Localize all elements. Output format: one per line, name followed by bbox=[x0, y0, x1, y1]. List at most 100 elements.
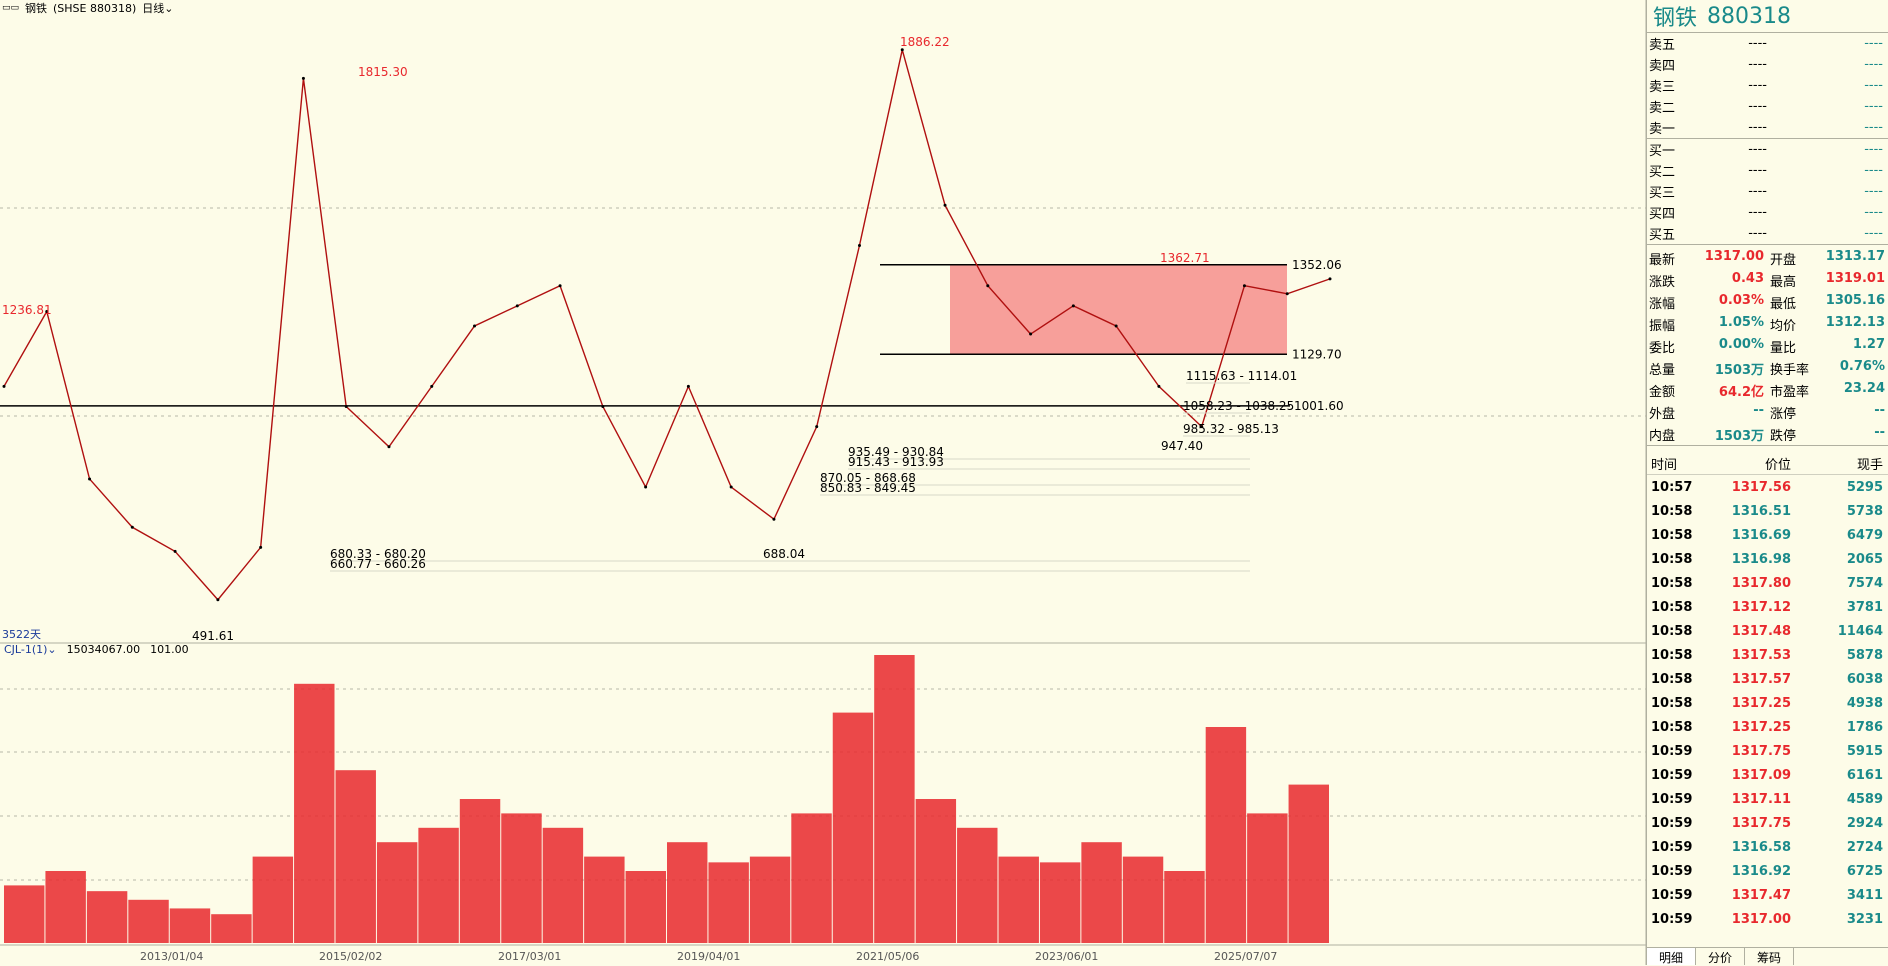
trade-row[interactable]: 10:59 1317.00 3231 bbox=[1647, 907, 1888, 931]
trade-volume: 4589 bbox=[1846, 791, 1883, 807]
price-point bbox=[88, 477, 92, 481]
trade-price: 1317.57 bbox=[1731, 671, 1791, 687]
stat-cell: 涨停 -- bbox=[1768, 403, 1888, 422]
kline-chart[interactable]: 2013/01/04 2015/02/02 2017/03/01 2019/04/01… bbox=[0, 0, 1646, 965]
tab-2[interactable]: 筹码 bbox=[1745, 948, 1795, 965]
zone-label: 915.43 - 913.93 bbox=[848, 455, 944, 469]
trade-row[interactable]: 10:58 1317.57 6038 bbox=[1647, 667, 1888, 691]
volume-bar bbox=[667, 842, 708, 943]
trade-time: 10:59 bbox=[1651, 743, 1693, 759]
orderbook-row: 卖三 ---- ---- bbox=[1647, 75, 1888, 96]
stat-label: 量比 bbox=[1770, 340, 1797, 356]
stat-cell: 最新 1317.00 bbox=[1647, 249, 1768, 268]
trade-detail-list[interactable]: 时间 价位 现手 10:57 1317.56 5295 10:58 1316.51 573… bbox=[1647, 452, 1888, 931]
orderbook-price: ---- bbox=[1748, 163, 1767, 178]
trade-row[interactable]: 10:59 1316.92 6725 bbox=[1647, 859, 1888, 883]
stat-label: 开盘 bbox=[1770, 252, 1797, 268]
trade-row[interactable]: 10:58 1317.25 1786 bbox=[1647, 715, 1888, 739]
tab-1[interactable]: 分价 bbox=[1696, 948, 1746, 965]
trade-volume: 7574 bbox=[1846, 575, 1883, 591]
trade-row[interactable]: 10:58 1317.48 11464 bbox=[1647, 619, 1888, 643]
trade-row[interactable]: 10:58 1316.51 5738 bbox=[1647, 499, 1888, 523]
orderbook-label: 卖三 bbox=[1649, 80, 1676, 95]
trade-row[interactable]: 10:59 1316.58 2724 bbox=[1647, 835, 1888, 859]
price-point bbox=[1029, 332, 1033, 336]
indicator-selector[interactable]: CJL-1(1)⌄ bbox=[4, 643, 57, 656]
peak-label: 1815.30 bbox=[358, 65, 408, 79]
stat-cell: 金额 64.2亿 bbox=[1647, 381, 1768, 400]
header-volume: 现手 bbox=[1856, 457, 1883, 473]
price-point bbox=[1285, 292, 1289, 296]
trade-volume: 4938 bbox=[1846, 695, 1883, 711]
tab-0[interactable]: 明细 bbox=[1647, 948, 1697, 965]
trade-time: 10:58 bbox=[1651, 599, 1693, 615]
trade-row[interactable]: 10:59 1317.11 4589 bbox=[1647, 787, 1888, 811]
stat-label: 外盘 bbox=[1649, 406, 1676, 422]
volume-bar bbox=[86, 891, 128, 943]
trade-price: 1317.09 bbox=[1731, 767, 1791, 783]
quote-panel: 钢铁 880318 卖五 ---- ---- 卖四 ---- ---- 卖三 ---- ----… bbox=[1646, 0, 1888, 965]
price-series-line bbox=[3, 49, 1331, 601]
trade-row[interactable]: 10:58 1317.53 5878 bbox=[1647, 643, 1888, 667]
volume-bar bbox=[791, 813, 832, 943]
trade-row[interactable]: 10:58 1317.80 7574 bbox=[1647, 571, 1888, 595]
stat-cell: 委比 0.00% bbox=[1647, 337, 1768, 356]
orderbook-price: ---- bbox=[1748, 120, 1767, 135]
stat-label: 市盈率 bbox=[1770, 384, 1810, 400]
price-point bbox=[301, 76, 305, 80]
volume-bar bbox=[1164, 871, 1205, 943]
trade-volume: 2924 bbox=[1846, 815, 1883, 831]
chart-area[interactable]: 2013/01/04 2015/02/02 2017/03/01 2019/04/01… bbox=[0, 0, 1646, 965]
stat-value: 1317.00 bbox=[1704, 248, 1764, 264]
stat-cell: 涨跌 0.43 bbox=[1647, 271, 1768, 290]
stat-value: 23.24 bbox=[1843, 380, 1885, 396]
trade-row[interactable]: 10:58 1317.12 3781 bbox=[1647, 595, 1888, 619]
orderbook-price: ---- bbox=[1748, 99, 1767, 114]
trade-price: 1317.48 bbox=[1731, 623, 1791, 639]
trade-row[interactable]: 10:59 1317.75 2924 bbox=[1647, 811, 1888, 835]
period-selector[interactable]: 日线⌄ bbox=[142, 2, 174, 15]
stat-label: 委比 bbox=[1649, 340, 1676, 356]
trade-price: 1317.53 bbox=[1731, 647, 1791, 663]
stat-label: 最高 bbox=[1770, 274, 1797, 290]
x-axis-tick-label: 2015/02/02 bbox=[319, 950, 382, 963]
trade-price: 1317.25 bbox=[1731, 695, 1791, 711]
level-label: 1129.70 bbox=[1292, 347, 1342, 361]
buy-orderbook: 买一 ---- ---- 买二 ---- ---- 买三 ---- ---- 买四 ---- ----… bbox=[1647, 139, 1888, 245]
trade-price: 1316.98 bbox=[1731, 551, 1791, 567]
trade-row[interactable]: 10:58 1316.98 2065 bbox=[1647, 547, 1888, 571]
zone-label: 660.77 - 660.26 bbox=[330, 557, 426, 571]
trade-row[interactable]: 10:59 1317.47 3411 bbox=[1647, 883, 1888, 907]
price-point bbox=[45, 309, 49, 313]
stat-value: 0.76% bbox=[1839, 358, 1885, 374]
stat-value: -- bbox=[1874, 402, 1885, 418]
trade-list-header: 时间 价位 现手 bbox=[1647, 452, 1888, 475]
price-point bbox=[430, 384, 434, 388]
zone-label: 935.49 - 930.84 bbox=[848, 445, 944, 459]
stat-row: 总量 1503万 换手率 0.76% bbox=[1647, 357, 1888, 379]
trade-row[interactable]: 10:57 1317.56 5295 bbox=[1647, 475, 1888, 499]
orderbook-label: 卖一 bbox=[1649, 122, 1676, 137]
volume-bar bbox=[584, 856, 625, 943]
price-point bbox=[515, 304, 519, 308]
trade-time: 10:58 bbox=[1651, 551, 1693, 567]
trade-time: 10:58 bbox=[1651, 647, 1693, 663]
sell-orderbook: 卖五 ---- ---- 卖四 ---- ---- 卖三 ---- ---- 卖二 ---- ----… bbox=[1647, 33, 1888, 139]
trade-row[interactable]: 10:58 1316.69 6479 bbox=[1647, 523, 1888, 547]
orderbook-row: 卖一 ---- ---- bbox=[1647, 117, 1888, 138]
trade-time: 10:59 bbox=[1651, 887, 1693, 903]
volume-bar bbox=[915, 799, 957, 943]
trade-row[interactable]: 10:58 1317.25 4938 bbox=[1647, 691, 1888, 715]
volume-bar bbox=[998, 856, 1039, 943]
chevron-down-icon: ⌄ bbox=[164, 2, 174, 15]
trade-volume: 1786 bbox=[1846, 719, 1883, 735]
stat-label: 涨幅 bbox=[1649, 296, 1676, 312]
chart-code: (SHSE 880318) bbox=[53, 1, 137, 15]
volume-bar bbox=[957, 827, 998, 943]
indicator-value-2: 101.00 bbox=[150, 643, 189, 656]
trade-time: 10:58 bbox=[1651, 695, 1693, 711]
price-point bbox=[1157, 384, 1161, 388]
stat-row: 涨幅 0.03% 最低 1305.16 bbox=[1647, 291, 1888, 313]
trade-row[interactable]: 10:59 1317.75 5915 bbox=[1647, 739, 1888, 763]
trade-row[interactable]: 10:59 1317.09 6161 bbox=[1647, 763, 1888, 787]
